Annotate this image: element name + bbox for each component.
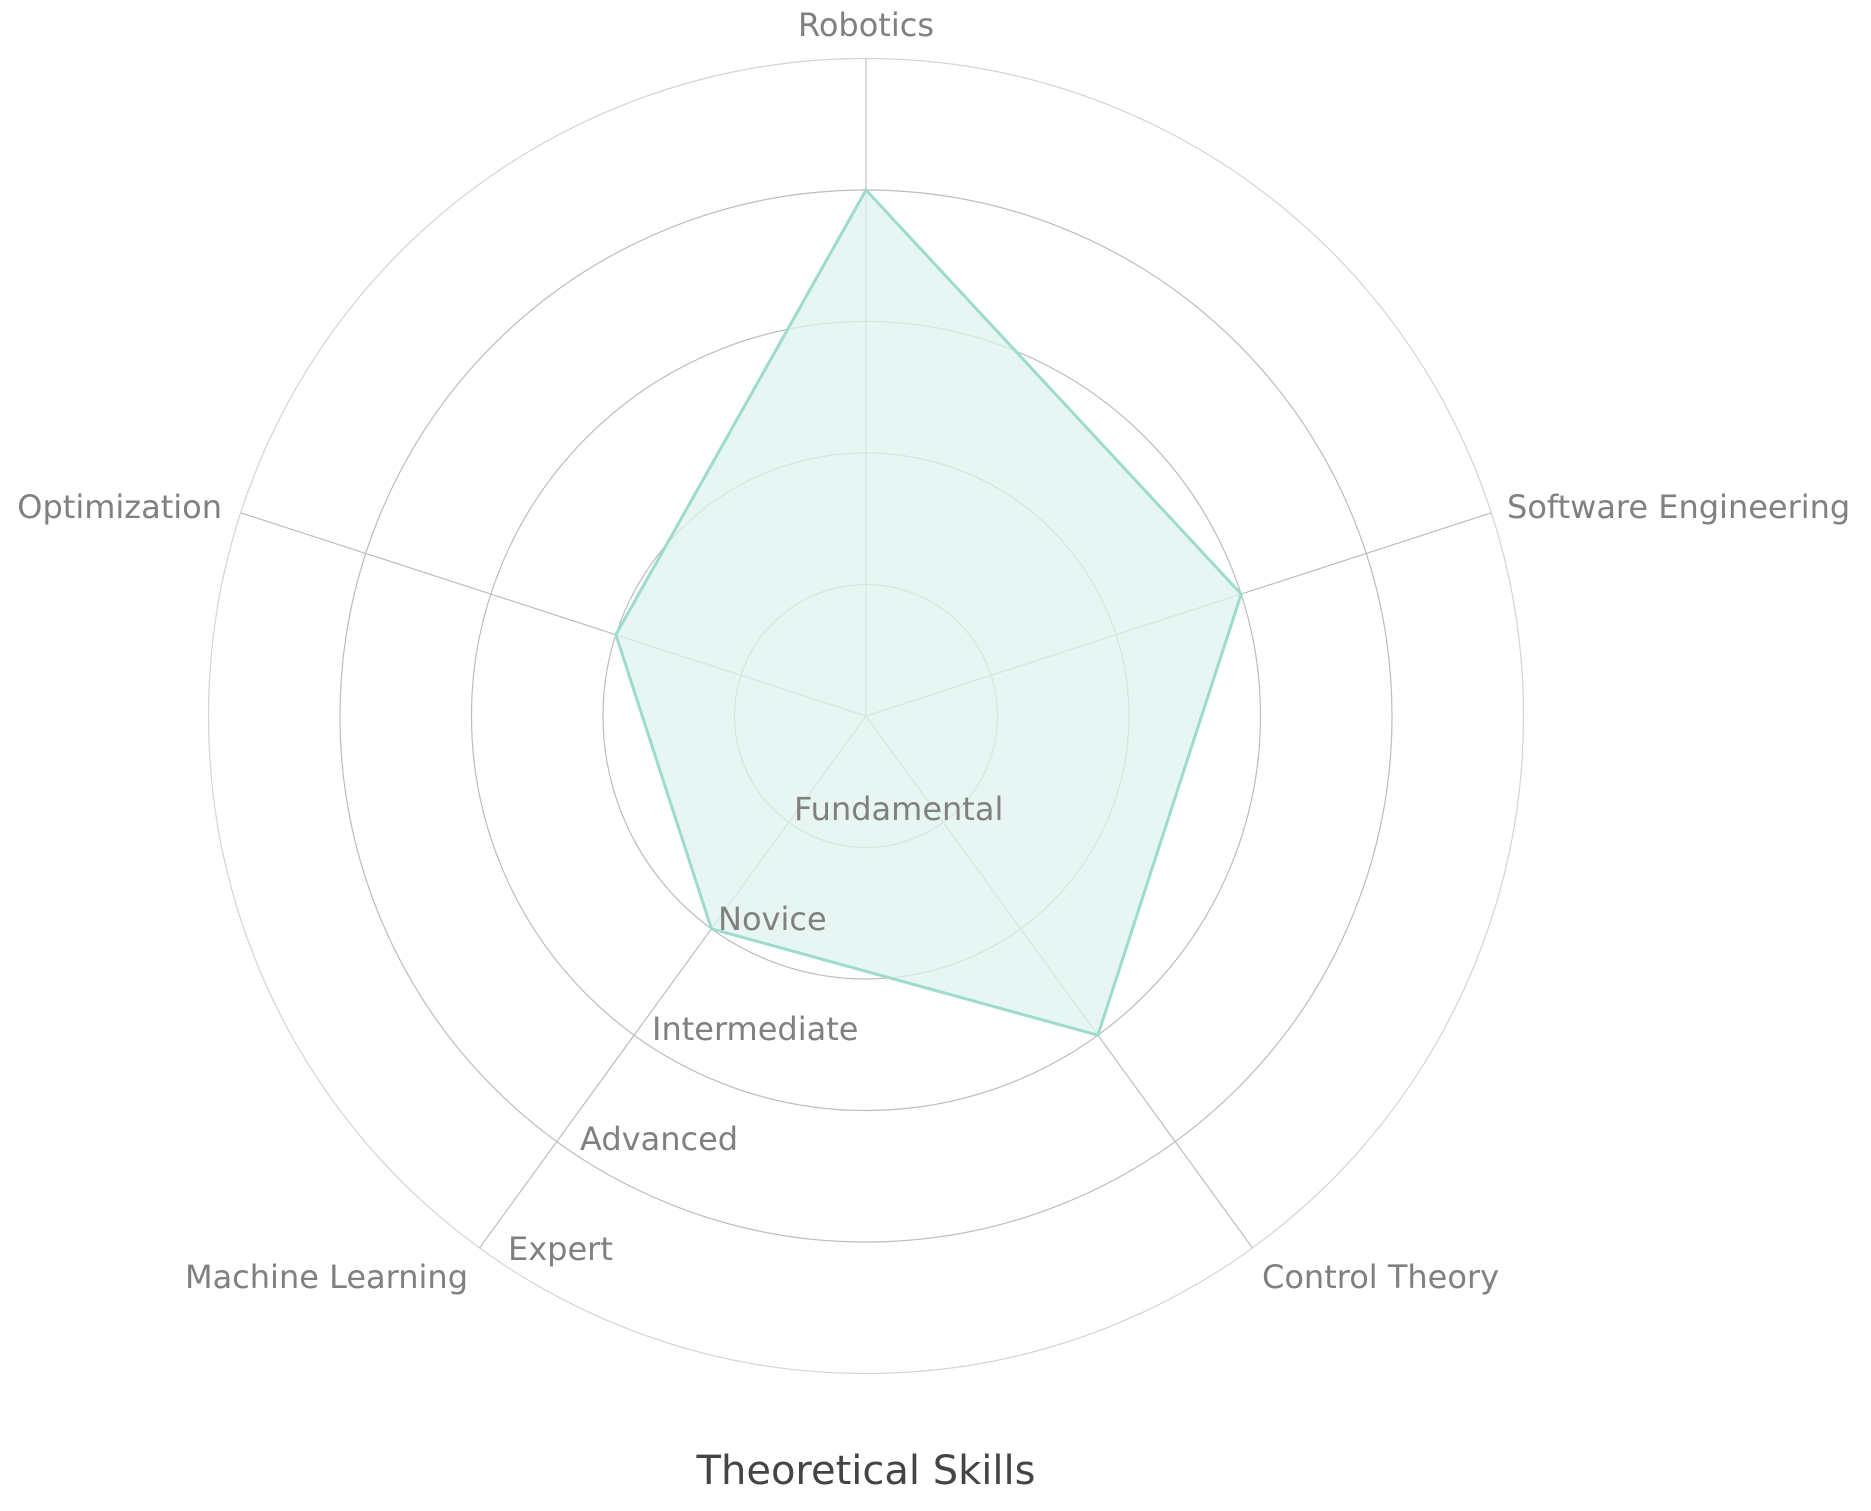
axis-label-robotics: Robotics xyxy=(798,6,934,44)
level-label-novice: Novice xyxy=(718,900,827,938)
axis-label-software-engineering: Software Engineering xyxy=(1507,488,1850,526)
chart-title: Theoretical Skills xyxy=(696,1448,1036,1494)
data-point-robotics xyxy=(864,188,868,192)
series-layer xyxy=(614,187,1243,1038)
series-polygon-0 xyxy=(614,187,1243,1038)
level-label-intermediate: Intermediate xyxy=(652,1010,858,1048)
axis-label-control-theory: Control Theory xyxy=(1262,1258,1499,1296)
label-layer: Fundamental Novice Intermediate Advanced Exp… xyxy=(17,6,1850,1296)
axis-label-machine-learning: Machine Learning xyxy=(185,1258,468,1296)
level-label-advanced: Advanced xyxy=(580,1120,738,1158)
level-label-expert: Expert xyxy=(508,1230,613,1268)
data-point-software-engineering xyxy=(1239,592,1243,596)
level-label-fundamental: Fundamental xyxy=(794,790,1003,828)
data-point-machine-learning xyxy=(709,927,713,931)
data-point-optimization xyxy=(614,633,618,637)
axis-label-optimization: Optimization xyxy=(17,488,222,526)
data-point-control-theory xyxy=(1096,1033,1100,1037)
